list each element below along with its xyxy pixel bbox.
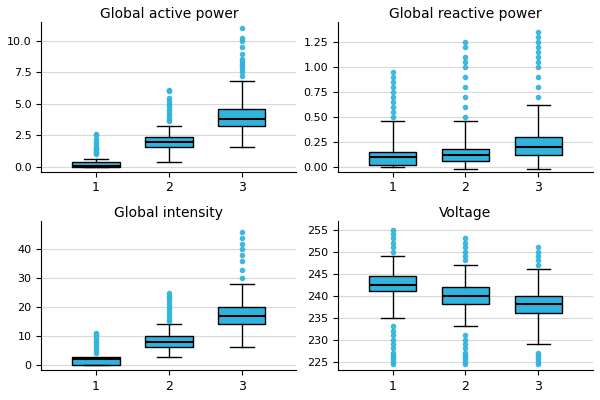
PathPatch shape (369, 276, 416, 291)
PathPatch shape (145, 136, 193, 146)
PathPatch shape (442, 287, 489, 304)
PathPatch shape (72, 162, 119, 167)
PathPatch shape (515, 296, 562, 313)
PathPatch shape (515, 137, 562, 155)
PathPatch shape (72, 357, 119, 364)
PathPatch shape (218, 109, 265, 126)
PathPatch shape (218, 307, 265, 324)
Title: Voltage: Voltage (439, 206, 491, 220)
Title: Global active power: Global active power (100, 7, 238, 21)
PathPatch shape (442, 149, 489, 161)
PathPatch shape (145, 336, 193, 347)
Title: Global intensity: Global intensity (115, 206, 223, 220)
Title: Global reactive power: Global reactive power (389, 7, 542, 21)
PathPatch shape (369, 152, 416, 165)
